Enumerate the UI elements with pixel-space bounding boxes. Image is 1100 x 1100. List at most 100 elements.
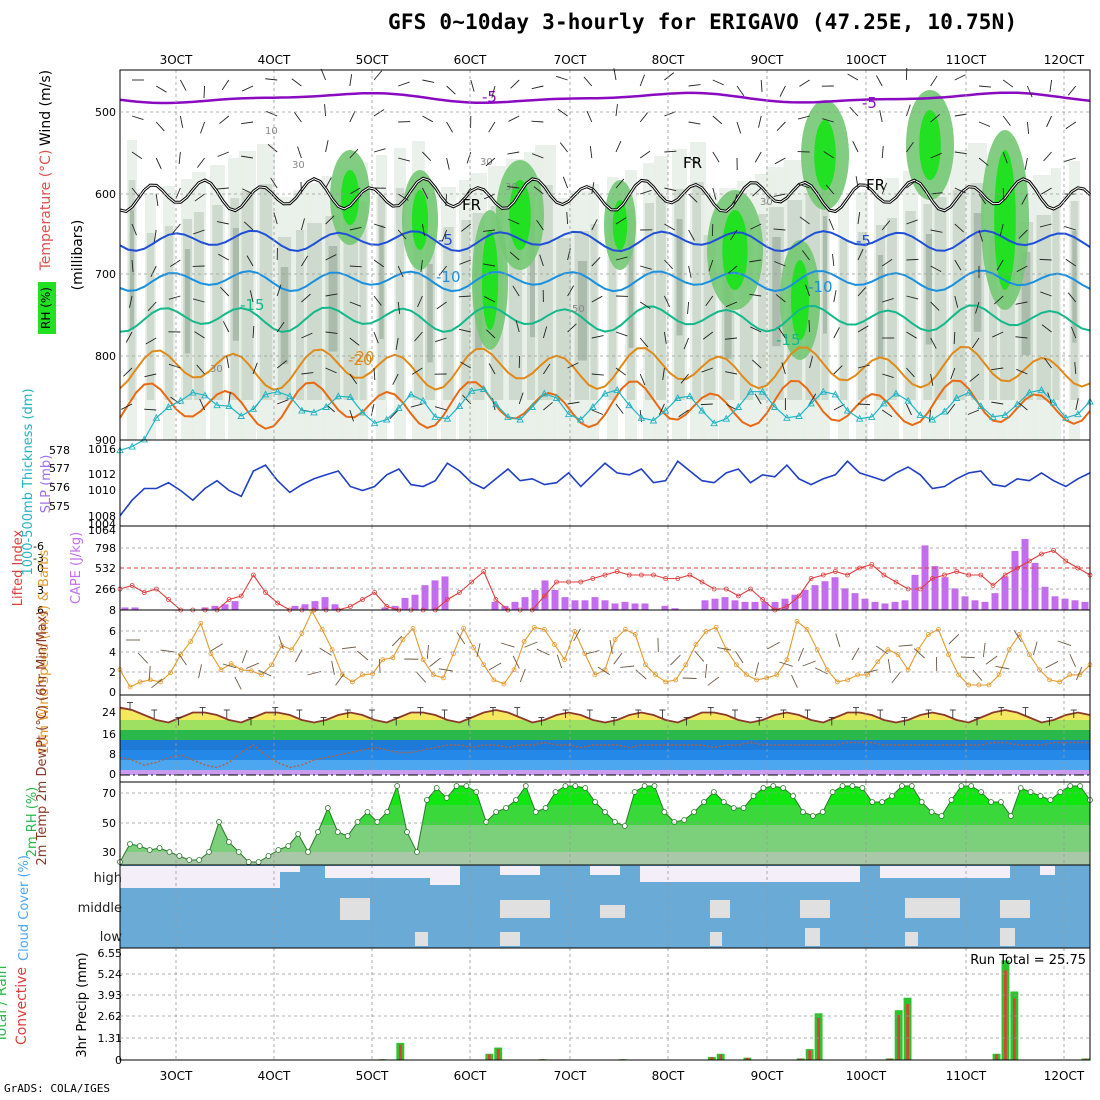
wind-barb — [615, 178, 625, 189]
cape-tick: 532 — [95, 562, 116, 575]
lifted-index-point — [990, 583, 996, 588]
panel-frame — [119, 439, 1091, 527]
slp-point — [601, 389, 609, 397]
wind-barb — [1065, 258, 1077, 267]
cape-bar — [701, 600, 709, 610]
slp-point — [722, 414, 731, 422]
wind-barb — [591, 219, 598, 231]
day-label-top: 8OCT — [652, 53, 685, 67]
wind-barb — [483, 193, 496, 200]
wind-speed-point — [733, 662, 739, 668]
wind-barb — [906, 180, 917, 189]
wind-speed-point — [713, 624, 719, 630]
wind-barb — [733, 193, 738, 206]
wind-barb-10m — [982, 642, 986, 657]
day-label-bottom: 11OCT — [946, 1069, 987, 1083]
wind-speed-point — [501, 681, 507, 687]
wind-speed-point — [319, 627, 325, 632]
rh-point — [1027, 789, 1034, 795]
wind-barb — [397, 193, 409, 201]
rh-band — [839, 239, 848, 400]
slp-point — [407, 390, 415, 398]
cape-bar — [721, 597, 729, 610]
slp-point — [455, 402, 464, 410]
rh-point — [998, 799, 1004, 805]
wind-barb — [531, 85, 544, 90]
wind-barb — [930, 265, 942, 273]
lifted-index-point — [626, 572, 632, 578]
slp-point — [128, 442, 136, 450]
wind-barb — [954, 113, 967, 117]
wind-barb — [349, 373, 358, 385]
wind-barb — [708, 259, 714, 272]
slp-point — [916, 411, 925, 419]
wind-barb — [664, 150, 677, 153]
day-label-bottom: 10OCT — [846, 1069, 887, 1083]
wind-barb-10m — [797, 647, 805, 662]
day-label-bottom: 3OCT — [160, 1069, 193, 1083]
slp-point — [734, 403, 743, 410]
wind-barb — [664, 111, 676, 117]
slp-point — [807, 399, 815, 407]
wind-speed-point — [248, 668, 254, 674]
wind-barb — [736, 85, 745, 97]
temp-band — [120, 750, 1090, 760]
wind-barb — [1043, 151, 1052, 162]
isotherm-minus5 — [119, 91, 1091, 105]
wind-barb-10m — [717, 647, 732, 651]
cape-tick: 1064 — [88, 524, 116, 537]
wind-barb — [639, 301, 651, 309]
wind-barb — [857, 248, 864, 261]
wind-barb — [797, 115, 810, 120]
lifted-index-point — [1002, 572, 1008, 578]
wind-barb — [1016, 368, 1028, 375]
wind-barb — [798, 183, 810, 189]
wind-speed-point — [309, 608, 315, 614]
lifted-index-point — [966, 572, 972, 578]
cape-bar — [491, 601, 499, 610]
cape-bar — [121, 607, 129, 610]
rh-band — [692, 182, 704, 400]
cape-bar — [601, 600, 609, 610]
wind-barb — [192, 298, 205, 303]
rh-point — [869, 799, 876, 805]
rh-highest — [919, 110, 941, 180]
wind-barb — [773, 193, 786, 197]
cloud-row-label: high — [94, 871, 122, 886]
wind-barb — [193, 229, 205, 235]
wind-barb-10m — [278, 635, 284, 650]
wind-barb — [445, 193, 448, 207]
cloud-low — [500, 932, 520, 946]
wind-barb — [155, 121, 165, 132]
cape-bar — [921, 545, 929, 610]
rh-point — [463, 783, 470, 789]
rh-point — [265, 853, 272, 859]
wind-barb — [458, 295, 471, 298]
rh-point — [562, 783, 569, 789]
rh-point — [513, 797, 519, 803]
wind-barb — [1016, 265, 1028, 273]
lifted-index-point — [141, 590, 147, 595]
rh-point — [374, 819, 381, 825]
wind-barb — [658, 403, 665, 416]
wind-barb — [241, 155, 254, 159]
slp-point — [686, 392, 694, 400]
wind-barb — [822, 118, 834, 123]
lifted-index-point — [1039, 551, 1044, 557]
lifted-index-point — [602, 572, 608, 578]
wind-barb — [639, 373, 646, 386]
lifted-index-point — [384, 604, 390, 609]
wind-barb-10m — [802, 660, 816, 667]
wind-barb — [664, 187, 677, 192]
wind-barb — [1039, 223, 1052, 228]
wind-barb — [736, 121, 742, 134]
wind-barb — [216, 187, 229, 190]
cape-bar — [631, 603, 639, 610]
wind-barb-10m — [960, 656, 975, 659]
wind-speed-point — [491, 677, 497, 683]
wind-barb — [954, 151, 967, 155]
rh-area-band — [120, 825, 1090, 852]
cape-bar — [911, 574, 919, 610]
wind-barb — [373, 367, 376, 381]
rh-band — [443, 227, 454, 400]
